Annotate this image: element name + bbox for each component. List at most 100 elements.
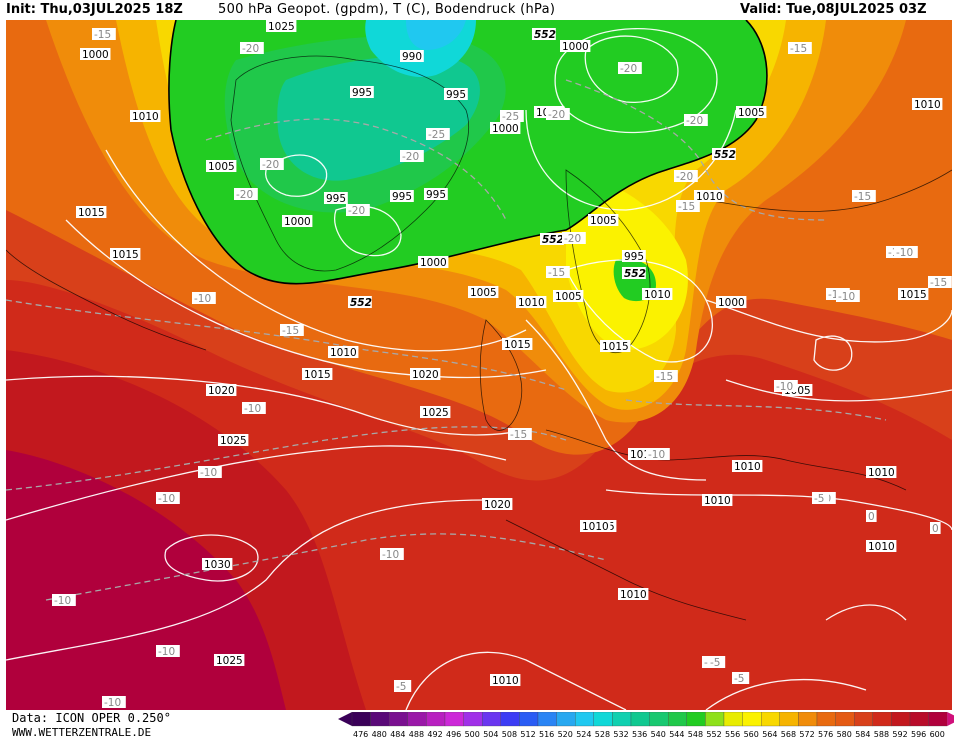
pressure-label: 1010 (516, 296, 547, 309)
temperature-label: -10 (192, 292, 216, 305)
pressure-label: 1015 (502, 338, 533, 351)
svg-text:995: 995 (446, 89, 466, 101)
data-source: Data: ICON OPER 0.250° (12, 711, 171, 725)
svg-text:1025: 1025 (220, 435, 247, 447)
pressure-label: 1010 (490, 674, 521, 687)
pressure-label: 990 (400, 50, 424, 63)
pressure-label: 1010 (912, 98, 943, 111)
svg-text:-10: -10 (244, 403, 261, 415)
svg-text:1010: 1010 (492, 675, 519, 687)
pressure-label: 1010 (866, 540, 897, 553)
pressure-label: 1010 (702, 494, 733, 507)
svg-text:1000: 1000 (420, 257, 447, 269)
svg-text:-5: -5 (814, 493, 824, 505)
svg-text:1020: 1020 (412, 369, 439, 381)
svg-text:552: 552 (624, 268, 646, 280)
temperature-label: -15 (654, 370, 678, 383)
geopotential-label: 552 (348, 296, 372, 309)
temperature-label: -10 (380, 548, 404, 561)
pressure-label: 1020 (206, 384, 237, 397)
scale-swatch (854, 712, 873, 727)
temperature-label: -20 (346, 204, 370, 217)
svg-text:-20: -20 (242, 43, 259, 55)
map-title: 500 hPa Geopot. (gpdm), T (C), Bodendruc… (218, 2, 556, 17)
pressure-label: 1005 (553, 290, 584, 303)
color-scale-boxes (338, 712, 954, 727)
pressure-label: 1010 (642, 288, 673, 301)
temperature-label: -20 (234, 188, 258, 201)
pressure-label: 995 (424, 188, 448, 201)
scale-value-label: 496 (446, 730, 461, 739)
svg-text:-20: -20 (236, 189, 253, 201)
pressure-label: 1000 (80, 48, 111, 61)
scale-value-label: 580 (837, 730, 852, 739)
pressure-label: 1025 (266, 20, 297, 33)
temperature-label: -15 (280, 324, 304, 337)
scale-value-label: 540 (651, 730, 666, 739)
pressure-label: 1015 (76, 206, 107, 219)
scale-value-label: 568 (781, 730, 796, 739)
svg-text:-10: -10 (158, 493, 175, 505)
temperature-label: -20 (674, 170, 698, 183)
svg-text:1020: 1020 (484, 499, 511, 511)
scale-swatch (537, 712, 557, 727)
scale-swatch (761, 712, 780, 727)
pressure-label: 1010 (618, 588, 649, 601)
scale-value-label: 528 (595, 730, 610, 739)
pressure-label: 1015 (600, 340, 631, 353)
temperature-label: -25 (426, 128, 450, 141)
pressure-label: 1020 (482, 498, 513, 511)
scale-value-label: 536 (632, 730, 647, 739)
temperature-label: -10 (836, 290, 860, 303)
pressure-label: 1015 (110, 248, 141, 261)
geopotential-label: 552 (622, 267, 646, 280)
scale-value-label: 504 (483, 730, 498, 739)
svg-text:-15: -15 (678, 201, 695, 213)
svg-text:1005: 1005 (738, 107, 765, 119)
svg-text:-10: -10 (104, 697, 121, 709)
svg-text:-15: -15 (548, 267, 565, 279)
scale-value-label: 564 (762, 730, 777, 739)
pressure-label: 1000 (282, 215, 313, 228)
svg-text:-20: -20 (348, 205, 365, 217)
scale-swatch (389, 712, 408, 727)
svg-text:-5: -5 (396, 681, 406, 693)
pressure-label: 1030 (202, 558, 233, 571)
svg-text:1000: 1000 (82, 49, 109, 61)
svg-text:1015: 1015 (504, 339, 531, 351)
scale-value-label: 520 (558, 730, 573, 739)
scale-value-label: 588 (874, 730, 889, 739)
temperature-label: -15 (508, 428, 532, 441)
valid-time: Valid: Tue,08JUL2025 03Z (740, 2, 927, 17)
init-time: Init: Thu,03JUL2025 18Z (6, 2, 183, 17)
pressure-label: 995 (622, 250, 646, 263)
svg-text:0: 0 (868, 511, 875, 523)
svg-text:1010: 1010 (868, 467, 895, 479)
svg-text:1015: 1015 (900, 289, 927, 301)
svg-text:1015: 1015 (304, 369, 331, 381)
svg-text:-20: -20 (676, 171, 693, 183)
svg-text:1005: 1005 (590, 215, 617, 227)
pressure-label: 995 (390, 190, 414, 203)
svg-text:995: 995 (326, 193, 346, 205)
temperature-label: -15 (788, 42, 812, 55)
svg-text:-10: -10 (382, 549, 399, 561)
scale-swatch (500, 712, 520, 727)
pressure-label: 1000 (560, 40, 591, 53)
svg-text:1015: 1015 (112, 249, 139, 261)
svg-text:-15: -15 (790, 43, 807, 55)
pressure-label: 1000 (716, 296, 747, 309)
scale-swatch (928, 712, 948, 727)
temperature-label: -5 (394, 680, 412, 693)
scale-swatch (891, 712, 911, 727)
scale-swatch (909, 712, 929, 727)
svg-text:1025: 1025 (422, 407, 449, 419)
svg-text:1005: 1005 (208, 161, 235, 173)
svg-text:-20: -20 (564, 233, 581, 245)
scale-value-label: 488 (409, 730, 424, 739)
temperature-label: -15 (928, 276, 952, 289)
svg-text:1025: 1025 (268, 21, 295, 33)
pressure-label: 1010 (328, 346, 359, 359)
svg-text:-20: -20 (402, 151, 419, 163)
pressure-label: 1000 (418, 256, 449, 269)
